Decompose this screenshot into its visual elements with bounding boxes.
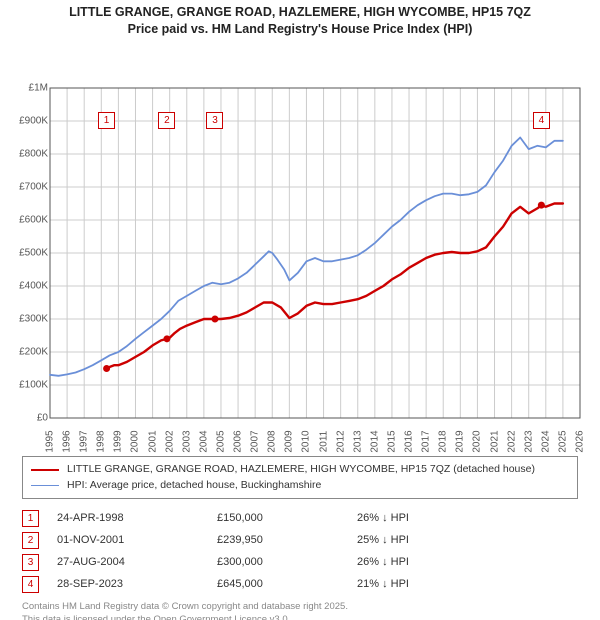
x-tick-label: 2013 — [352, 430, 363, 452]
x-tick-label: 2018 — [438, 430, 449, 452]
y-tick-label: £1M — [0, 82, 48, 93]
y-tick-label: £200K — [0, 346, 48, 357]
y-tick-label: £100K — [0, 379, 48, 390]
x-tick-label: 2023 — [523, 430, 534, 452]
x-tick-label: 2004 — [198, 430, 209, 452]
x-tick-label: 2022 — [506, 430, 517, 452]
sale-marker: 2 — [22, 532, 39, 549]
chart-svg — [0, 38, 600, 448]
x-tick-label: 2009 — [284, 430, 295, 452]
y-tick-label: £300K — [0, 313, 48, 324]
x-tick-label: 2010 — [301, 430, 312, 452]
x-tick-label: 2021 — [489, 430, 500, 452]
x-tick-label: 2015 — [386, 430, 397, 452]
y-tick-label: £800K — [0, 148, 48, 159]
y-tick-label: £0 — [0, 412, 48, 423]
footer-line-2: This data is licensed under the Open Gov… — [22, 614, 578, 620]
y-tick-label: £700K — [0, 181, 48, 192]
x-tick-label: 2020 — [472, 430, 483, 452]
legend-label: LITTLE GRANGE, GRANGE ROAD, HAZLEMERE, H… — [67, 462, 535, 478]
x-tick-label: 2003 — [181, 430, 192, 452]
x-tick-label: 2007 — [250, 430, 261, 452]
x-tick-label: 2001 — [147, 430, 158, 452]
x-tick-label: 2011 — [318, 430, 329, 452]
y-tick-label: £400K — [0, 280, 48, 291]
x-tick-label: 2006 — [233, 430, 244, 452]
sale-marker: 3 — [22, 554, 39, 571]
x-tick-label: 2017 — [421, 430, 432, 452]
sale-row: 3 27-AUG-2004£300,00026% ↓ HPI — [22, 551, 578, 573]
footer: Contains HM Land Registry data © Crown c… — [22, 601, 578, 620]
legend: LITTLE GRANGE, GRANGE ROAD, HAZLEMERE, H… — [22, 456, 578, 500]
x-tick-label: 2012 — [335, 430, 346, 452]
sale-row: 1 24-APR-1998£150,00026% ↓ HPI — [22, 507, 578, 529]
sale-date: 24-APR-1998 — [57, 512, 217, 524]
x-tick-label: 1996 — [62, 430, 73, 452]
chart-marker: 4 — [533, 112, 550, 129]
x-tick-label: 2019 — [455, 430, 466, 452]
x-tick-label: 2002 — [164, 430, 175, 452]
chart-marker: 1 — [98, 112, 115, 129]
legend-swatch — [31, 469, 59, 471]
footer-line-1: Contains HM Land Registry data © Crown c… — [22, 601, 578, 614]
sale-date: 28-SEP-2023 — [57, 578, 217, 590]
chart: £0 £100K £200K £300K £400K £500K £600K £700K £80… — [0, 38, 600, 448]
chart-marker: 2 — [158, 112, 175, 129]
x-tick-label: 2008 — [267, 430, 278, 452]
legend-label: HPI: Average price, detached house, Buck… — [67, 478, 321, 494]
y-tick-label: £900K — [0, 115, 48, 126]
title-line-2: Price paid vs. HM Land Registry's House … — [0, 21, 600, 38]
sale-price: £645,000 — [217, 578, 357, 590]
title-line-1: LITTLE GRANGE, GRANGE ROAD, HAZLEMERE, H… — [0, 4, 600, 21]
y-tick-label: £600K — [0, 214, 48, 225]
sale-price: £300,000 — [217, 556, 357, 568]
sale-price: £239,950 — [217, 534, 357, 546]
sale-date: 01-NOV-2001 — [57, 534, 217, 546]
sale-row: 2 01-NOV-2001£239,95025% ↓ HPI — [22, 529, 578, 551]
legend-row: LITTLE GRANGE, GRANGE ROAD, HAZLEMERE, H… — [31, 462, 569, 478]
x-tick-label: 1997 — [79, 430, 90, 452]
sale-delta: 26% ↓ HPI — [357, 512, 497, 524]
x-tick-label: 2025 — [557, 430, 568, 452]
sale-delta: 21% ↓ HPI — [357, 578, 497, 590]
x-tick-label: 1995 — [45, 430, 56, 452]
x-tick-label: 2026 — [575, 430, 586, 452]
legend-swatch — [31, 485, 59, 486]
chart-marker: 3 — [206, 112, 223, 129]
x-tick-label: 2000 — [130, 430, 141, 452]
x-tick-label: 2016 — [404, 430, 415, 452]
sale-date: 27-AUG-2004 — [57, 556, 217, 568]
x-tick-label: 1998 — [96, 430, 107, 452]
x-tick-label: 2014 — [369, 430, 380, 452]
y-tick-label: £500K — [0, 247, 48, 258]
sale-marker: 4 — [22, 576, 39, 593]
x-tick-label: 2024 — [540, 430, 551, 452]
sale-marker: 1 — [22, 510, 39, 527]
legend-row: HPI: Average price, detached house, Buck… — [31, 478, 569, 494]
title-block: LITTLE GRANGE, GRANGE ROAD, HAZLEMERE, H… — [0, 0, 600, 38]
page: LITTLE GRANGE, GRANGE ROAD, HAZLEMERE, H… — [0, 0, 600, 620]
sale-row: 4 28-SEP-2023£645,00021% ↓ HPI — [22, 573, 578, 595]
sale-price: £150,000 — [217, 512, 357, 524]
sales-table: 124-APR-1998£150,00026% ↓ HPI201-NOV-200… — [22, 507, 578, 595]
x-tick-label: 1999 — [113, 430, 124, 452]
x-tick-label: 2005 — [215, 430, 226, 452]
sale-delta: 25% ↓ HPI — [357, 534, 497, 546]
sale-delta: 26% ↓ HPI — [357, 556, 497, 568]
